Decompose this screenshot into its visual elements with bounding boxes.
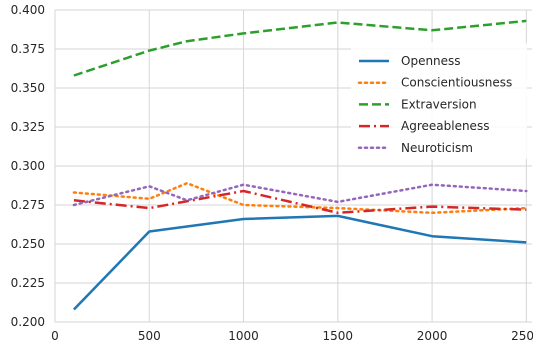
legend-label-neuroticism: Neuroticism xyxy=(401,141,473,155)
x-tick-label: 1500 xyxy=(323,329,354,342)
series-line-neuroticism xyxy=(72,183,528,207)
grid xyxy=(54,9,532,323)
x-tick-label: 500 xyxy=(138,329,161,342)
y-tick-label: 0.250 xyxy=(11,237,45,251)
x-tick-label: 1000 xyxy=(228,329,259,342)
y-tick-label: 0.275 xyxy=(11,198,45,212)
y-tick-label: 0.200 xyxy=(11,315,45,329)
y-tick-label: 0.400 xyxy=(11,3,45,17)
legend-label-agreeableness: Agreeableness xyxy=(401,119,489,133)
series-line-openness xyxy=(73,214,527,311)
legend-box xyxy=(351,42,527,160)
y-tick-label: 0.375 xyxy=(11,42,45,56)
series-line-agreeableness xyxy=(73,189,527,215)
legend-label-extraversion: Extraversion xyxy=(401,97,477,111)
y-tick-label: 0.325 xyxy=(11,120,45,134)
legend-label-conscientiousness: Conscientiousness xyxy=(401,76,512,90)
y-tick-labels: 0.200 0.225 0.250 0.275 0.300 0.325 0.350 0.375… xyxy=(11,3,45,329)
y-tick-label: 0.225 xyxy=(11,276,45,290)
series-lines xyxy=(72,19,528,311)
x-tick-label: 2000 xyxy=(417,329,448,342)
series-line-conscientiousness xyxy=(72,181,528,215)
x-tick-label: 0 xyxy=(51,329,59,342)
y-tick-label: 0.350 xyxy=(11,81,45,95)
series-line-extraversion xyxy=(73,19,527,77)
legend: Openness Conscientiousness Extraversion Agr… xyxy=(351,42,527,160)
y-tick-label: 0.300 xyxy=(11,159,45,173)
legend-label-openness: Openness xyxy=(401,54,461,68)
